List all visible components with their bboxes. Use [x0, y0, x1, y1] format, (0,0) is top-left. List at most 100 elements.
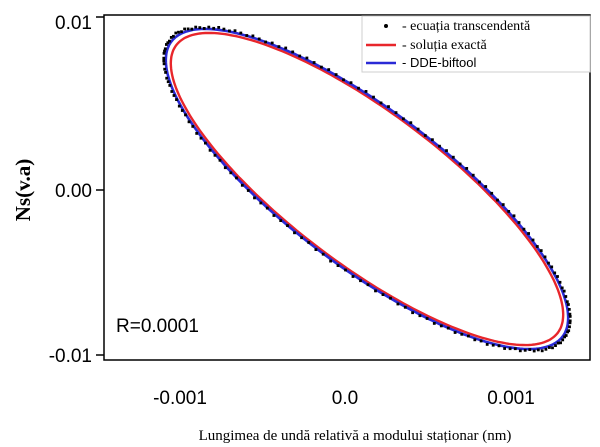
- transcendental-point: [418, 314, 422, 318]
- x-tick-label--0.001: -0.001: [153, 388, 207, 409]
- transcendental-point: [568, 315, 572, 318]
- transcendental-point: [174, 31, 178, 35]
- transcendental-point: [186, 27, 190, 31]
- transcendental-point: [517, 221, 521, 224]
- transcendental-point: [563, 335, 566, 339]
- transcendental-point: [291, 50, 295, 54]
- transcendental-point: [172, 34, 175, 38]
- transcendental-point: [465, 167, 469, 170]
- transcendental-point: [544, 347, 548, 351]
- transcendental-point: [240, 183, 244, 187]
- transcendental-point: [478, 180, 481, 184]
- transcendental-point: [467, 334, 470, 338]
- transcendental-point: [568, 312, 572, 316]
- transcendental-point: [431, 138, 434, 142]
- transcendental-point: [501, 203, 505, 206]
- transcendental-point: [423, 134, 427, 137]
- transcendental-point: [438, 144, 441, 148]
- transcendental-point: [329, 259, 332, 263]
- transcendental-point: [284, 46, 288, 50]
- transcendental-point: [531, 238, 535, 242]
- transcendental-point: [190, 27, 194, 31]
- transcendental-point: [163, 67, 167, 71]
- transcendental-point: [551, 346, 554, 350]
- transcendental-point: [163, 49, 166, 53]
- legend-label-dots: - ecuația transcendentă: [402, 19, 531, 34]
- transcendental-point: [314, 248, 318, 251]
- transcendental-point: [458, 162, 462, 166]
- transcendental-point: [320, 65, 323, 69]
- transcendental-point: [568, 319, 572, 323]
- transcendental-point: [473, 338, 477, 342]
- transcendental-point: [233, 29, 237, 33]
- transcendental-point: [245, 34, 249, 37]
- transcendental-point: [228, 29, 231, 33]
- transcendental-point: [286, 224, 289, 227]
- transcendental-point: [409, 121, 413, 125]
- transcendental-point: [491, 343, 495, 347]
- transcendental-point: [272, 214, 276, 217]
- transcendental-point: [165, 43, 168, 46]
- transcendental-point: [166, 41, 170, 45]
- transcendental-point: [336, 264, 340, 267]
- transcendental-point: [218, 158, 222, 162]
- transcendental-point: [522, 227, 526, 231]
- transcendental-point: [559, 341, 562, 345]
- transcendental-point: [298, 54, 302, 58]
- transcendental-point: [556, 341, 560, 345]
- transcendental-point: [568, 321, 572, 325]
- transcendental-point: [212, 26, 216, 30]
- transcendental-point: [162, 56, 166, 60]
- transcendental-point: [246, 189, 250, 192]
- legend-marker-dots: [384, 24, 388, 28]
- transcendental-point: [351, 275, 355, 278]
- transcendental-point: [567, 308, 571, 311]
- transcendental-point: [334, 73, 338, 76]
- transcendental-point: [239, 31, 243, 35]
- legend-box: [361, 15, 591, 73]
- transcendental-point: [172, 94, 176, 97]
- transcendental-point: [293, 231, 296, 235]
- transcendental-point: [535, 245, 539, 248]
- transcendental-point: [451, 155, 455, 159]
- transcendental-point: [484, 185, 488, 188]
- transcendental-point: [374, 289, 377, 293]
- transcendental-point: [217, 26, 221, 29]
- transcendental-point: [523, 348, 527, 352]
- transcendental-point: [222, 27, 226, 31]
- transcendental-point: [312, 61, 316, 64]
- transcendental-point: [184, 113, 187, 117]
- transcendental-point: [265, 206, 269, 210]
- transcendental-point: [471, 173, 475, 177]
- transcendental-point: [416, 127, 420, 131]
- transcendental-point: [321, 252, 325, 256]
- transcendental-point: [169, 36, 173, 39]
- y-tick-label-0.00: 0.00: [55, 181, 92, 202]
- transcendental-point: [532, 349, 536, 353]
- transcendental-point: [342, 78, 345, 82]
- transcendental-point: [558, 280, 562, 284]
- transcendental-point: [253, 196, 256, 200]
- transcendental-point: [164, 71, 167, 74]
- transcendental-point: [344, 268, 347, 272]
- transcendental-point: [564, 334, 568, 337]
- transcendental-point: [223, 166, 227, 170]
- transcendental-point: [366, 283, 370, 287]
- transcendental-point: [445, 149, 448, 152]
- legend: - ecuația transcendentă - soluția exactă…: [361, 15, 591, 73]
- transcendental-point: [503, 347, 506, 350]
- transcendental-point: [460, 332, 464, 336]
- legend-label-red: - soluția exactă: [402, 38, 488, 53]
- transcendental-point: [567, 303, 570, 306]
- series-dde-biftool: [164, 27, 570, 351]
- transcendental-point: [562, 289, 566, 293]
- transcendental-point: [277, 45, 281, 48]
- transcendental-point: [305, 56, 309, 60]
- y-tick-label-0.01: 0.01: [55, 13, 92, 34]
- transcendental-point: [183, 27, 186, 31]
- transcendental-point: [259, 201, 263, 205]
- transcendental-point: [540, 349, 544, 353]
- transcendental-point: [411, 311, 414, 315]
- transcendental-point: [168, 84, 172, 87]
